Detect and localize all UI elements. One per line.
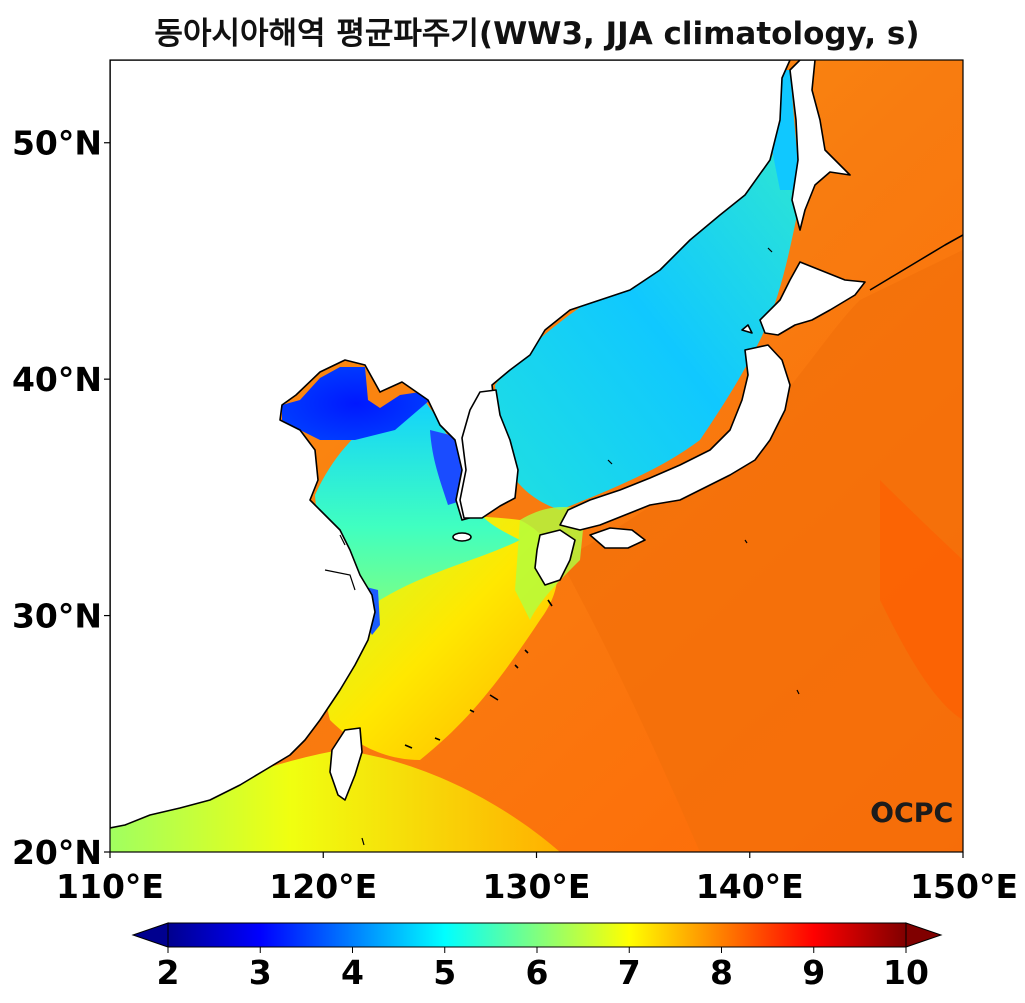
sakhalin-island [789, 60, 851, 231]
ocpc-logo: OCPC [871, 798, 953, 829]
coastline-detail [324, 247, 800, 846]
asia-mainland [110, 60, 791, 829]
kyushu-island [534, 529, 576, 586]
korean-peninsula [459, 389, 519, 519]
latitude-ticks: 20°N 30°N 40°N 50°N [12, 124, 110, 872]
kuril-islands [869, 234, 963, 291]
korea-west-coast-low-period [430, 430, 464, 505]
colorbar-tick-label: 8 [710, 953, 733, 992]
colorbar-tick-label: 4 [341, 953, 364, 992]
map-title: 동아시아해역 평균파주기(WW3, JJA climatology, s) [154, 16, 919, 52]
shikoku-island [589, 527, 646, 549]
lon-tick-label: 130°E [483, 867, 591, 906]
taiwan-island [329, 727, 363, 801]
colorbar-tick-label: 6 [526, 953, 549, 992]
lon-tick-label: 120°E [269, 867, 377, 906]
pacific-east-core [880, 480, 963, 720]
lon-tick-label: 110°E [56, 867, 164, 906]
longitude-ticks: 110°E 120°E 130°E 140°E 150°E [56, 852, 1018, 906]
lat-tick-label: 40°N [12, 360, 102, 399]
colorbar-ticks: 2 3 4 5 6 7 8 9 10 [157, 947, 929, 992]
colorbar-tick-label: 3 [249, 953, 272, 992]
lon-tick-label: 150°E [910, 867, 1018, 906]
colorbar-extend-min [131, 922, 169, 948]
colorbar-tick-label: 9 [802, 953, 825, 992]
colorbar-extend-max [905, 922, 943, 948]
bohai-sea-field [282, 367, 430, 440]
colorbar: 2 3 4 5 6 7 8 9 10 [131, 922, 943, 992]
sado-island [741, 324, 753, 334]
jeju-island [452, 532, 472, 542]
colorbar-tick-label: 7 [618, 953, 641, 992]
honshu-island [559, 344, 791, 531]
lat-tick-label: 50°N [12, 124, 102, 163]
ocpc-logo-text: OCPC [871, 798, 953, 829]
colorbar-tick-label: 10 [883, 953, 929, 992]
south-china-sea-field [110, 750, 560, 852]
colorbar-gradient [167, 922, 907, 948]
kuroshio-high-period-band [560, 250, 963, 852]
lat-tick-label: 20°N [12, 833, 102, 872]
east-sea-field [495, 120, 800, 510]
lon-tick-label: 140°E [696, 867, 804, 906]
colorbar-tick-label: 2 [157, 953, 180, 992]
ocpc-logo-icon [871, 801, 893, 823]
ryukyu-islands [404, 599, 553, 749]
land [110, 60, 963, 829]
colorbar-tick-label: 5 [433, 953, 456, 992]
map-panel [110, 60, 963, 852]
lat-tick-label: 30°N [12, 597, 102, 636]
hokkaido-island [759, 261, 866, 336]
